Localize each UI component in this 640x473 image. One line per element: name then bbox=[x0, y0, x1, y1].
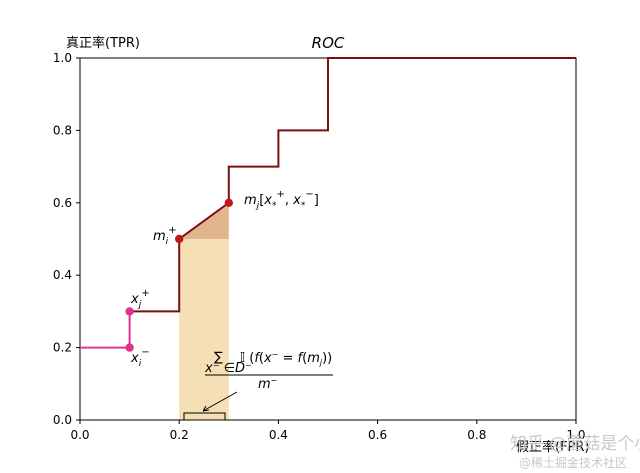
series-line-1 bbox=[129, 57, 576, 313]
y-tick-label: 0.8 bbox=[53, 123, 72, 137]
y-tick-label: 1.0 bbox=[53, 51, 72, 65]
x-tick-label: 0.6 bbox=[368, 428, 387, 442]
y-tick-label: 0.2 bbox=[53, 341, 72, 355]
series-line-0 bbox=[80, 311, 131, 349]
y-axis-label: 真正率(TPR) bbox=[66, 35, 140, 51]
label-mi-plus: mi+ bbox=[153, 225, 177, 247]
svg-text:m−: m− bbox=[258, 376, 277, 392]
x-tick-label: 0.8 bbox=[467, 428, 486, 442]
svg-text:𝕀 (f(x− = f(mj)): 𝕀 (f(x− = f(mj)) bbox=[240, 350, 332, 367]
shaded-region-0 bbox=[179, 239, 229, 420]
point-marker-1 bbox=[125, 343, 134, 352]
highlighted-points bbox=[125, 198, 233, 352]
y-tick-label: 0.6 bbox=[53, 196, 72, 210]
label-xj-plus: xj+ bbox=[130, 288, 150, 310]
chart-title: ROC bbox=[312, 34, 345, 52]
svg-text:x⁻ ∈D⁻: x⁻ ∈D⁻ bbox=[204, 361, 252, 376]
label-mj: mj[x*+, x*−] bbox=[244, 189, 319, 211]
x-tick-label: 0.2 bbox=[170, 428, 189, 442]
bracket-annotation bbox=[183, 391, 238, 420]
series-lines bbox=[80, 57, 576, 349]
x-axis-ticks: 0.0 0.2 0.4 0.6 0.8 1.0 bbox=[70, 420, 586, 442]
shaded-regions bbox=[179, 202, 229, 420]
y-tick-label: 0.0 bbox=[53, 413, 72, 427]
watermark-zhihu: 知乎 @蘑菇是个小猪 bbox=[510, 434, 640, 454]
svg-text:∑: ∑ bbox=[214, 350, 223, 365]
x-tick-label: 0.0 bbox=[70, 428, 89, 442]
point-marker-3 bbox=[224, 198, 233, 207]
x-tick-label: 0.4 bbox=[269, 428, 288, 442]
watermark-juejin: @稀土掘金技术社区 bbox=[519, 455, 627, 470]
y-axis-ticks: 0.0 0.2 0.4 0.6 0.8 1.0 bbox=[53, 51, 80, 427]
x-tick-label: 1.0 bbox=[566, 428, 585, 442]
y-tick-label: 0.4 bbox=[53, 268, 72, 282]
point-marker-2 bbox=[175, 234, 184, 244]
x-axis-label: 假正率(FPR) bbox=[516, 439, 590, 455]
label-xi-minus: xi− bbox=[130, 347, 150, 369]
annotation-formula: ∑ x⁻ ∈D⁻ 𝕀 (f(x− = f(mj)) m− bbox=[204, 350, 333, 392]
point-marker-0 bbox=[125, 307, 134, 316]
